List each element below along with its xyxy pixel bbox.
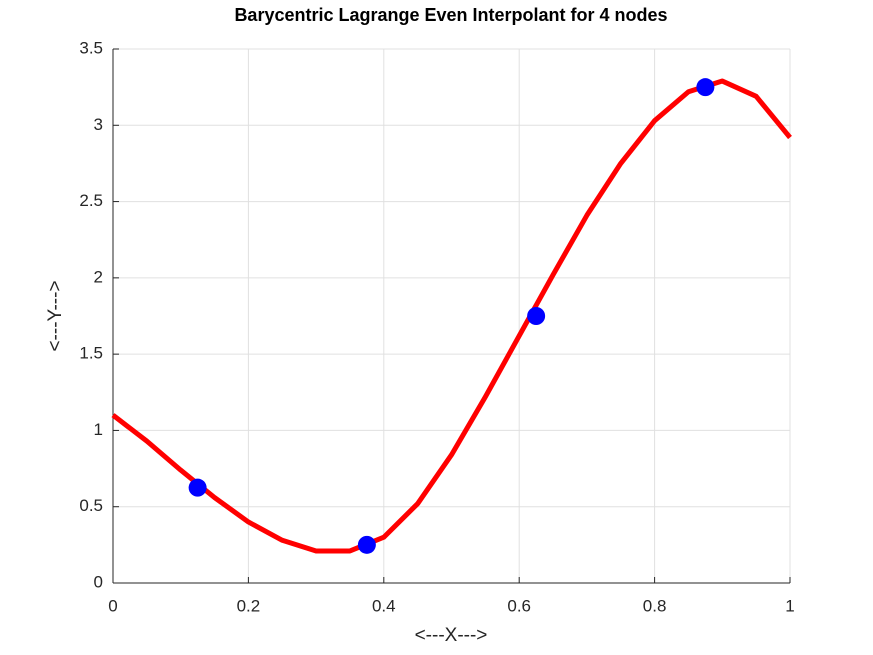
x-axis-label: <---X--->	[415, 625, 488, 646]
y-tick-label: 1	[94, 420, 103, 439]
line	[111, 78, 792, 554]
y-tick-label: 0.5	[79, 496, 103, 515]
data-point	[357, 535, 376, 554]
y-tick-label: 2.5	[79, 191, 103, 210]
chart-title: Barycentric Lagrange Even Interpolant fo…	[234, 5, 667, 25]
x-tick-label: 0.8	[643, 596, 667, 615]
x-tick-label: 0.4	[372, 596, 396, 615]
data-point	[527, 307, 546, 325]
y-tick-label: 3.5	[79, 38, 103, 57]
x-tick-label: 0	[108, 596, 117, 615]
x-tick-label: 0.6	[507, 596, 531, 615]
y-tick-label: 2	[94, 267, 103, 286]
data-point	[188, 478, 207, 497]
y-axis-label: <---Y--->	[45, 280, 66, 351]
y-tick-label: 1.5	[79, 344, 103, 363]
y-tick-label: 3	[94, 115, 103, 134]
y-tick-label: 0	[94, 572, 103, 591]
data-point	[696, 78, 715, 97]
x-tick-label: 0.2	[237, 596, 261, 615]
x-tick-label: 1	[785, 596, 794, 615]
